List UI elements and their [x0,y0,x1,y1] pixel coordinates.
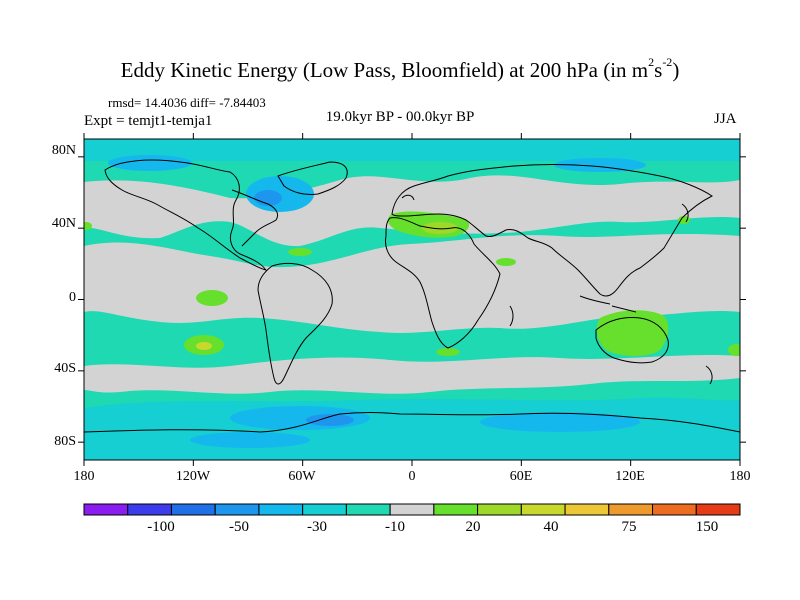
coast-na-east [231,189,279,247]
field-southern-ocean [84,397,740,460]
field-na-deep [254,190,282,206]
colorbar-box [389,503,435,516]
field-siberia-blue [554,158,646,172]
coastlines [84,159,740,433]
lon-label-180w: 180 [73,469,95,484]
coast-north-america [104,159,268,271]
field-med-yellow [422,222,458,234]
coast-madagascar [509,305,514,327]
lat-label-0: 0 [69,290,76,305]
colorbar-box [170,503,216,516]
coast-antarctica [84,412,740,433]
lat-label-80n: 80N [51,143,76,158]
coast-new-zealand [705,365,713,385]
coast-indonesia [579,295,637,313]
experiment-label: Expt = temjt1-temja1 [84,113,213,129]
colorbar-box [302,503,347,516]
axis-ticks [78,133,746,466]
plot-title: Eddy Kinetic Energy (Low Pass, Bloomfiel… [120,55,680,82]
lat-label-40n: 40N [51,216,76,231]
field-pacific-green-1 [196,290,228,306]
field-safrica-green [436,348,460,356]
lon-label-0: 0 [408,469,416,484]
lon-label-180e: 180 [729,469,751,484]
colorbar-box [433,503,479,516]
colorbar-label-75: 75 [621,519,637,535]
colorbar-label-neg30: -30 [307,519,327,535]
coast-eurasia [391,164,713,297]
season-label: JJA [714,111,737,127]
field-wpac-green [678,216,690,224]
coast-greenland [277,161,348,195]
field-dateline-green [84,222,92,230]
field-so-deep-1 [306,414,354,426]
rmsd-diff-stats: rmsd= 14.4036 diff= -7.84403 [108,95,266,110]
map-field [84,139,740,460]
colorbar-box [564,503,610,516]
field-australia-green [596,310,669,356]
colorbar-box [520,503,566,516]
field-carib-green [288,248,312,256]
lat-label-80s: 80S [54,434,76,449]
lon-label-60e: 60E [509,469,533,484]
colorbar-box [214,503,260,516]
coast-japan [681,203,689,223]
colorbar-box [345,503,391,516]
colorbar-label-neg10: -10 [385,519,405,535]
field-nh-gray-belt [84,175,740,247]
coast-south-america [257,262,333,385]
field-east-green [728,344,740,356]
field-sh-gray-belt [84,355,740,394]
colorbar-label-40: 40 [543,519,559,535]
coast-australia [595,317,669,364]
field-so-blue-2 [480,412,640,432]
colorbar-box [83,503,129,516]
field-arctic-band [84,139,740,161]
colorbar-box [258,503,304,516]
colorbar-box [695,503,741,516]
coast-africa [385,217,501,349]
colorbar-box [608,503,654,516]
time-period-label: 19.0kyr BP - 00.0kyr BP [325,109,475,125]
coast-britain [401,194,415,201]
colorbar-box [477,503,522,516]
colorbar [83,503,741,516]
lon-label-120e: 120E [615,469,645,484]
field-np-blue [108,155,192,171]
colorbar-box [127,503,172,516]
colorbar-label-20: 20 [465,519,481,535]
colorbar-label-neg50: -50 [229,519,249,535]
field-pacific-yellow [196,342,212,350]
colorbar-label-150: 150 [695,519,719,535]
field-tropical-gray-belt [84,234,740,333]
lon-label-60w: 60W [288,469,316,484]
lat-label-40s: 40S [54,361,76,376]
field-so-blue-3 [190,432,310,448]
field-arabia-green [496,258,516,266]
colorbar-label-neg100: -100 [147,519,175,535]
colorbar-box [652,503,697,516]
lon-label-120w: 120W [175,469,211,484]
